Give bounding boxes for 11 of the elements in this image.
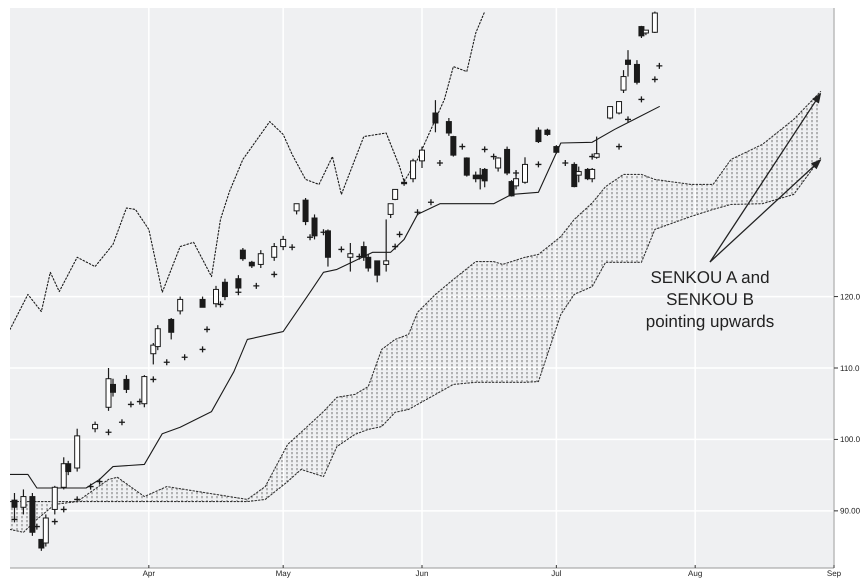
annotation: SENKOU A and SENKOU B pointing upwards xyxy=(646,268,774,331)
x-tick-label: Jun xyxy=(416,569,428,578)
y-tick-label: 110.0 xyxy=(840,364,860,373)
x-tick-label: May xyxy=(276,569,291,578)
y-tick-label: 120.0 xyxy=(840,292,861,302)
y-tick-label: 100.0 xyxy=(840,435,861,444)
x-tick-label: Sep xyxy=(826,569,842,578)
x-tick-label: Apr xyxy=(142,569,156,578)
x-tick-label: Jul xyxy=(551,569,562,578)
y-tick-label: 90.00 xyxy=(840,506,861,516)
x-tick-label: Aug xyxy=(688,569,702,578)
